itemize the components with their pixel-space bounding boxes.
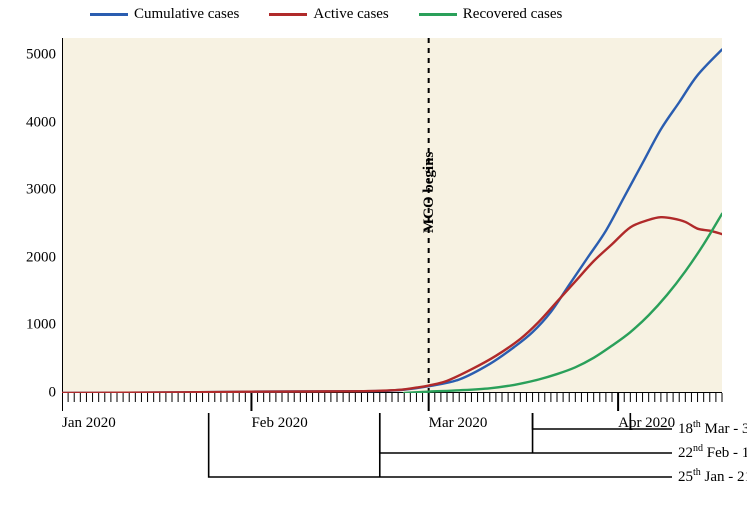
legend: Cumulative cases Active cases Recovered … (90, 6, 562, 23)
y-tick-label: 1000 (26, 317, 56, 334)
x-tick-label: Feb 2020 (251, 415, 307, 432)
y-axis: 010002000300040005000 (0, 38, 62, 393)
x-tick-label: Jan 2020 (62, 415, 116, 432)
legend-item-cumulative: Cumulative cases (90, 6, 239, 23)
y-tick-label: 3000 (26, 182, 56, 199)
legend-label: Cumulative cases (134, 6, 239, 23)
chart-svg (62, 38, 722, 393)
period-label: 22nd Feb - 17th Mar (678, 443, 747, 462)
mco-label: MCO begins (421, 152, 438, 233)
period-label: 18th Mar - 3rd Apr (678, 419, 747, 438)
y-tick-label: 2000 (26, 249, 56, 266)
period-label: 25th Jan - 21st Feb (678, 467, 747, 486)
legend-swatch (269, 13, 307, 16)
y-tick-label: 5000 (26, 46, 56, 63)
legend-label: Active cases (313, 6, 388, 23)
legend-swatch (419, 13, 457, 16)
y-tick-label: 0 (49, 385, 57, 402)
legend-label: Recovered cases (463, 6, 563, 23)
x-tick-label: Apr 2020 (618, 415, 675, 432)
y-tick-label: 4000 (26, 114, 56, 131)
x-tick-label: Mar 2020 (429, 415, 488, 432)
plot-area: MCO begins (62, 38, 722, 393)
x-axis-svg (62, 393, 726, 517)
legend-item-active: Active cases (269, 6, 388, 23)
legend-swatch (90, 13, 128, 16)
legend-item-recovered: Recovered cases (419, 6, 563, 23)
